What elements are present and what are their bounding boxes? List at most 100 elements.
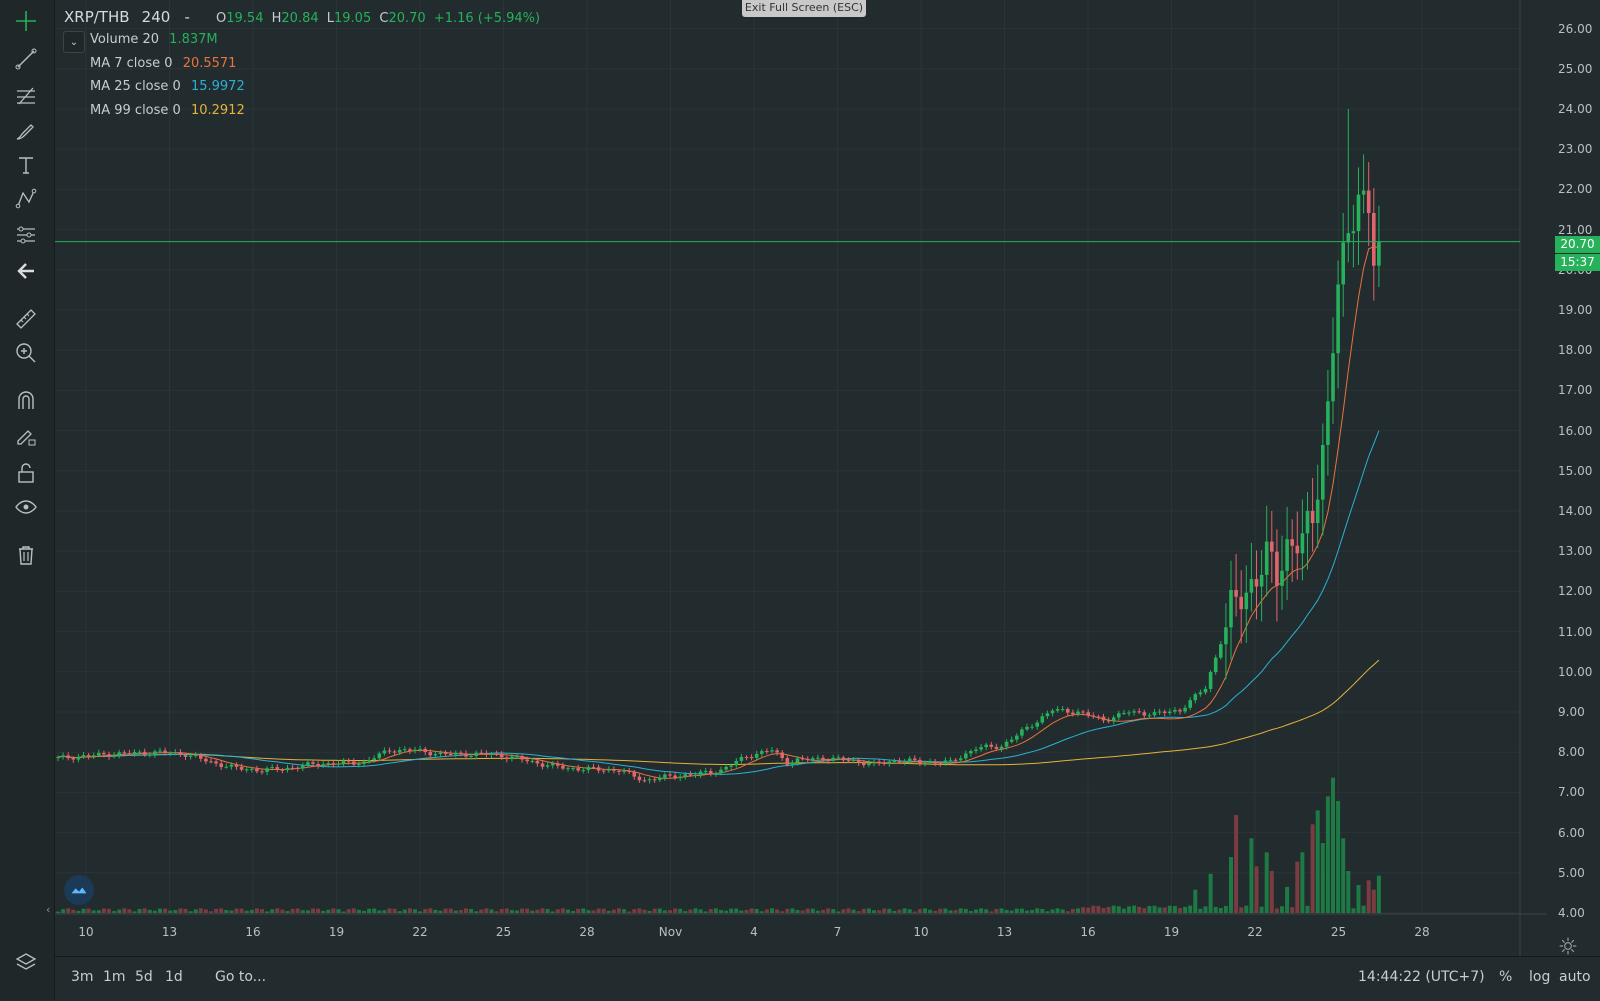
volume-bar [994, 909, 999, 913]
candle-body [209, 761, 213, 763]
chart-pane[interactable] [55, 0, 1547, 956]
volume-bar [260, 909, 264, 913]
candle-body [831, 757, 835, 761]
crosshair-icon[interactable] [11, 6, 41, 36]
unlock-icon[interactable] [11, 458, 41, 488]
interval-label[interactable]: 240 [141, 8, 171, 26]
volume-bar [1035, 908, 1040, 913]
pattern-icon[interactable] [11, 184, 41, 214]
candle-body [872, 761, 876, 764]
range-3m[interactable]: 3m [71, 969, 94, 985]
layers-icon[interactable] [11, 948, 41, 978]
volume-bar [346, 909, 351, 913]
candle-body [754, 753, 759, 758]
volume-label[interactable]: Volume 20 [90, 32, 160, 47]
volume-bar [1274, 908, 1279, 913]
volume-bar [1249, 838, 1254, 913]
volume-bar [112, 911, 117, 913]
volume-bar [1193, 889, 1198, 913]
volume-bar [443, 908, 448, 913]
candle-body [1249, 579, 1254, 593]
candle-body [1346, 233, 1351, 243]
candle-body [632, 771, 637, 777]
candle-body [862, 762, 866, 766]
volume-bar [1198, 908, 1203, 913]
range-5d[interactable]: 5d [135, 969, 153, 985]
lock-drawing-icon[interactable] [11, 422, 41, 452]
volume-bar [861, 908, 866, 913]
volume-bar [851, 909, 856, 913]
candle-body [958, 758, 963, 761]
volume-bar [678, 908, 683, 913]
log-toggle[interactable]: log [1529, 969, 1551, 985]
time-tick-label: 13 [996, 925, 1013, 939]
volume-bar [795, 910, 800, 913]
candle-body [530, 760, 535, 762]
candle-body [851, 760, 856, 762]
volume-bar [601, 908, 606, 913]
percent-toggle[interactable]: % [1499, 969, 1513, 985]
tradingview-logo[interactable] [64, 875, 94, 905]
fib-tool-icon[interactable] [11, 80, 41, 110]
prediction-icon[interactable] [11, 220, 41, 250]
candle-body [1004, 741, 1009, 747]
volume-bar [137, 909, 142, 913]
back-arrow-icon[interactable] [11, 256, 41, 286]
volume-bar [1096, 905, 1101, 913]
candle-body [1305, 510, 1310, 534]
candle-body [785, 758, 790, 765]
candle-body [1254, 579, 1259, 587]
volume-bar [1325, 796, 1330, 913]
volume-bar [1086, 907, 1091, 913]
ruler-icon[interactable] [11, 304, 41, 334]
candle-body [489, 753, 494, 755]
settings-gear-icon[interactable] [1558, 936, 1578, 956]
volume-bar [56, 911, 60, 913]
candle-body [1331, 353, 1335, 402]
volume-bar [571, 911, 576, 913]
candle-body [1208, 672, 1213, 689]
candle-body [709, 771, 713, 774]
price-chart[interactable] [55, 0, 1547, 956]
price-tick-label: 26.00 [1558, 21, 1593, 36]
auto-toggle[interactable]: auto [1559, 969, 1591, 985]
candle-body [525, 759, 529, 762]
candle-body [1066, 708, 1070, 713]
candle-body [306, 762, 310, 766]
brush-icon[interactable] [11, 116, 41, 146]
goto-button[interactable]: Go to... [215, 969, 267, 985]
time-tick-label: Nov [658, 925, 683, 939]
candle-body [122, 752, 127, 754]
magnet-icon[interactable] [11, 386, 41, 416]
range-1m[interactable]: 1m [103, 969, 126, 985]
ma99-label[interactable]: MA 99 close 0 [90, 103, 181, 118]
candle-body [137, 751, 142, 753]
range-1d[interactable]: 1d [165, 969, 183, 985]
exit-fullscreen-hint[interactable]: Exit Full Screen (ESC) [742, 0, 866, 17]
zoom-in-icon[interactable] [11, 338, 41, 368]
volume-bar [560, 908, 565, 913]
ma7-label[interactable]: MA 7 close 0 [90, 56, 173, 71]
candle-body [1060, 708, 1065, 710]
eye-icon[interactable] [11, 492, 41, 522]
candle-body [1198, 692, 1203, 695]
symbol-name[interactable]: XRP/THB [64, 8, 130, 26]
trend-line-icon[interactable] [11, 44, 41, 74]
volume-bar [902, 908, 907, 913]
high-value: 20.84 [281, 11, 319, 26]
candle-body [448, 754, 453, 756]
candle-body [91, 755, 96, 757]
volume-bar [249, 909, 254, 913]
candle-body [433, 754, 438, 756]
text-icon[interactable] [11, 150, 41, 180]
logo-icon [71, 887, 87, 894]
volume-bar [1254, 866, 1259, 913]
scroll-left-icon[interactable]: ‹ [46, 903, 51, 916]
trash-icon[interactable] [11, 540, 41, 570]
candle-body [739, 756, 744, 761]
clock[interactable]: 14:44:22 (UTC+7) [1358, 969, 1485, 985]
ma25-label[interactable]: MA 25 close 0 [90, 79, 181, 94]
legend-collapse-button[interactable]: ⌄ [63, 31, 85, 53]
candle-body [601, 770, 606, 772]
volume-bar [780, 911, 785, 913]
